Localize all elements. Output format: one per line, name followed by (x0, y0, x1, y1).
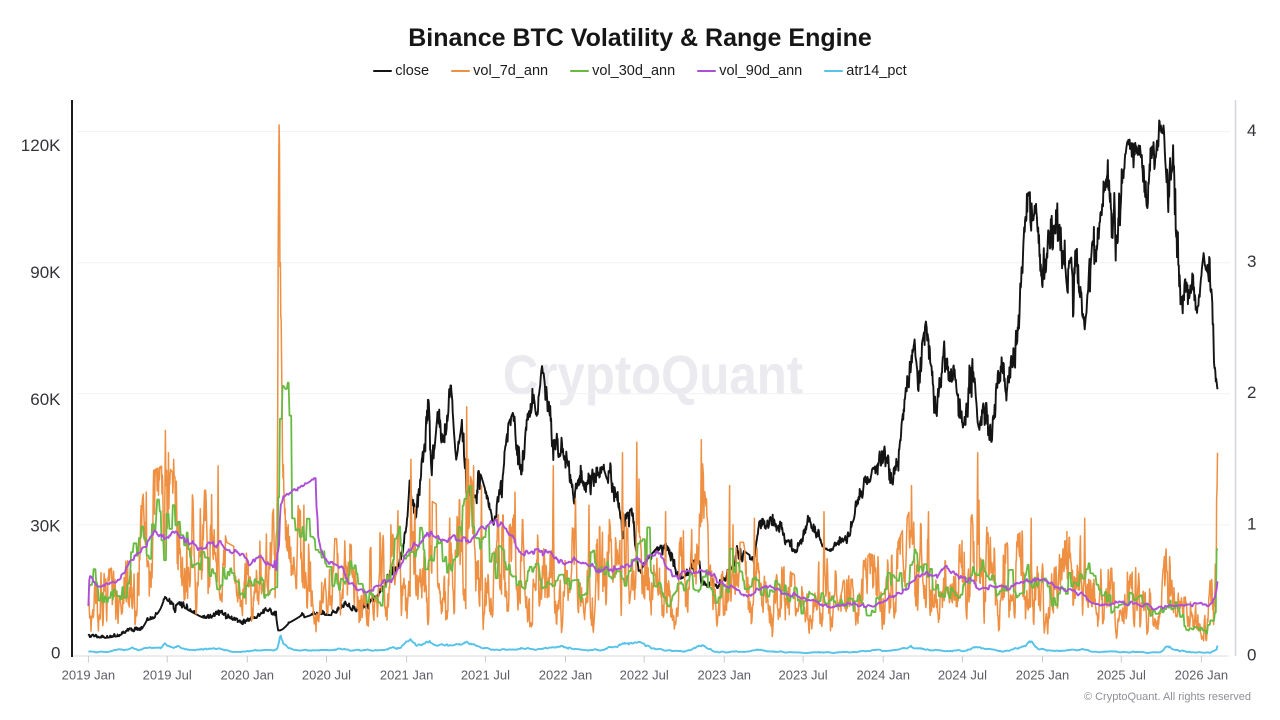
svg-text:3: 3 (1247, 252, 1256, 271)
svg-text:0: 0 (1247, 645, 1256, 664)
svg-text:30K: 30K (30, 517, 61, 536)
svg-text:2024 Jul: 2024 Jul (938, 668, 987, 683)
svg-text:60K: 60K (30, 390, 61, 409)
svg-text:2022 Jan: 2022 Jan (539, 668, 593, 683)
svg-text:2019 Jul: 2019 Jul (143, 668, 192, 683)
svg-text:4: 4 (1247, 121, 1256, 140)
svg-text:2022 Jul: 2022 Jul (620, 668, 669, 683)
svg-text:2026 Jan: 2026 Jan (1175, 668, 1229, 683)
svg-text:2: 2 (1247, 383, 1256, 402)
svg-text:2021 Jan: 2021 Jan (380, 668, 434, 683)
svg-text:90K: 90K (30, 263, 61, 282)
svg-text:2020 Jan: 2020 Jan (221, 668, 275, 683)
svg-text:2024 Jan: 2024 Jan (856, 668, 910, 683)
svg-text:2025 Jan: 2025 Jan (1016, 668, 1070, 683)
svg-text:2020 Jul: 2020 Jul (302, 668, 351, 683)
svg-text:1: 1 (1247, 514, 1256, 533)
svg-text:2019 Jan: 2019 Jan (62, 668, 116, 683)
svg-text:2025 Jul: 2025 Jul (1097, 668, 1146, 683)
svg-text:2023 Jan: 2023 Jan (698, 668, 752, 683)
svg-text:0: 0 (51, 644, 60, 663)
svg-text:2023 Jul: 2023 Jul (779, 668, 828, 683)
svg-text:2021 Jul: 2021 Jul (461, 668, 510, 683)
svg-text:120K: 120K (21, 136, 61, 155)
